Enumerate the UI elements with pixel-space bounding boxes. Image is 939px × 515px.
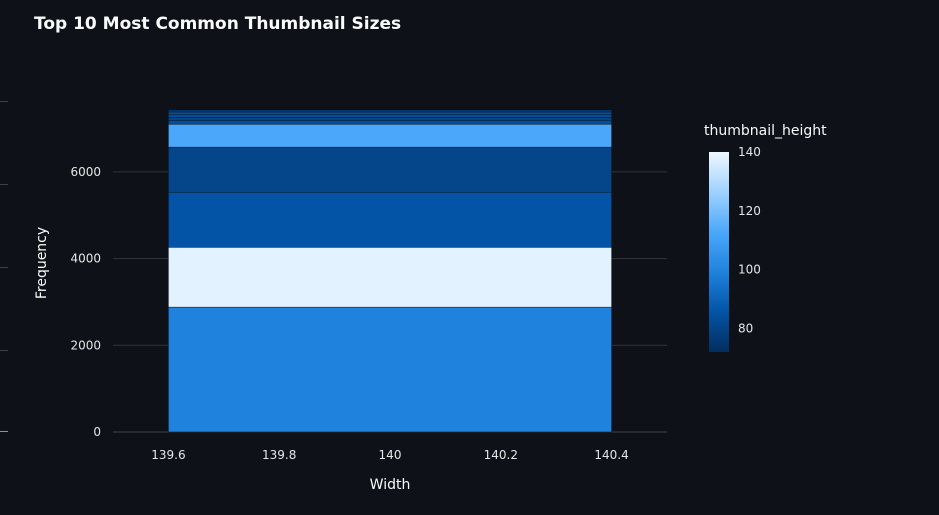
edge-tick [0, 350, 8, 351]
edge-tick [0, 431, 8, 432]
x-tick-label: 139.6 [151, 448, 185, 462]
y-tick-label: 2000 [70, 338, 101, 352]
colorbar-tick-label: 140 [738, 145, 761, 159]
colorbar-title: thumbnail_height [704, 123, 827, 139]
x-tick-label: 140.4 [594, 448, 628, 462]
colorbar-tick-label: 80 [738, 321, 753, 335]
bar-segment[interactable] [168, 146, 612, 193]
x-axis-ticks: 139.6 139.8 140 140.2 140.4 [151, 448, 629, 462]
edge-tick [0, 184, 8, 185]
bar-segment[interactable] [168, 123, 612, 148]
edge-tick [0, 101, 8, 102]
x-tick-label: 140 [379, 448, 402, 462]
y-axis-ticks: 0 2000 4000 6000 [70, 165, 101, 439]
y-tick-label: 0 [93, 425, 101, 439]
colorbar [709, 152, 729, 352]
bar-segment[interactable] [168, 306, 612, 433]
chart-title: Top 10 Most Common Thumbnail Sizes [34, 14, 402, 34]
colorbar-tick-label: 120 [738, 204, 761, 218]
bar-segment[interactable] [168, 247, 612, 308]
edge-tick [0, 267, 8, 268]
colorbar-ticks: 80 100 120 140 [738, 145, 761, 335]
bar-segment[interactable] [168, 120, 612, 125]
bar-segment[interactable] [168, 114, 612, 118]
bar-segment[interactable] [168, 116, 612, 121]
bar-segment[interactable] [168, 191, 612, 248]
x-tick-label: 139.8 [262, 448, 296, 462]
bar-layer [168, 109, 612, 433]
x-axis-title: Width [370, 477, 411, 493]
y-tick-label: 6000 [70, 165, 101, 179]
bar-segment[interactable] [168, 111, 612, 115]
bar-segment[interactable] [168, 109, 612, 113]
y-tick-label: 4000 [70, 252, 101, 266]
y-axis-title: Frequency [34, 227, 50, 299]
x-tick-label: 140.2 [484, 448, 518, 462]
colorbar-tick-label: 100 [738, 263, 761, 277]
